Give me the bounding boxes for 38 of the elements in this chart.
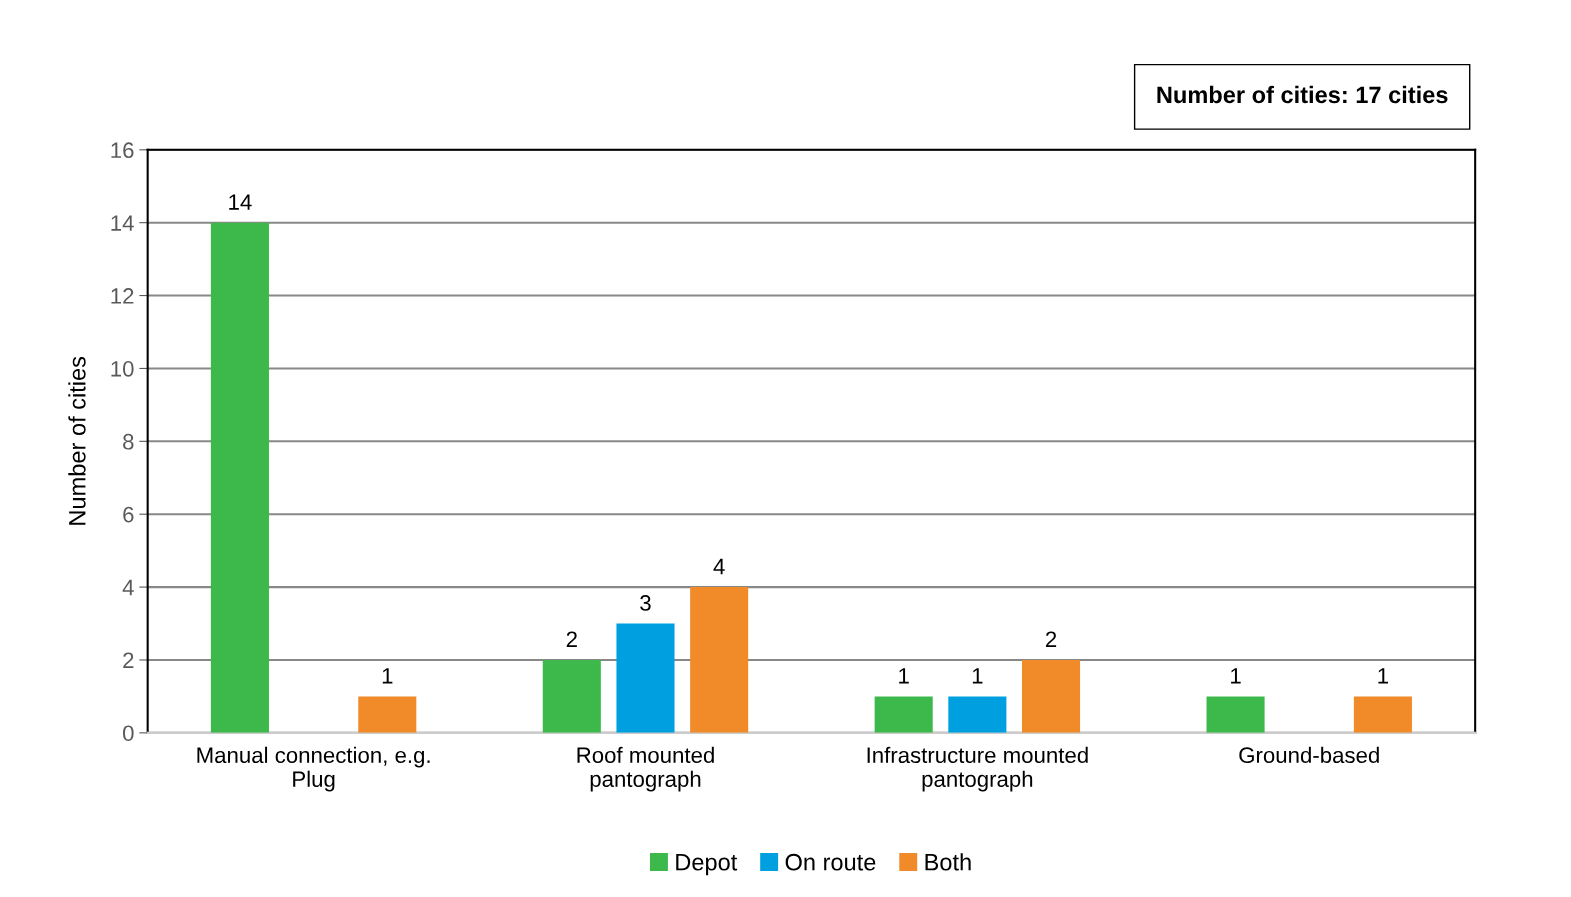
x-tick-label: Infrastructure mounted pantograph bbox=[867, 746, 1088, 792]
data-label: 1 bbox=[972, 668, 983, 684]
y-tick-label: 6 bbox=[123, 506, 134, 523]
data-label: 1 bbox=[899, 668, 909, 684]
bar bbox=[542, 659, 601, 733]
data-label: 2 bbox=[566, 631, 577, 648]
data-label: 1 bbox=[1231, 668, 1241, 684]
x-tick-label: Manual connection, e.g. Plug bbox=[197, 746, 430, 792]
bar bbox=[358, 696, 417, 733]
y-tick-label: 16 bbox=[111, 142, 134, 159]
y-tick-label: 14 bbox=[111, 215, 134, 231]
x-tick-label: Roof mounted pantograph bbox=[577, 746, 714, 792]
legend-label: Depot bbox=[676, 854, 738, 876]
bar bbox=[690, 587, 749, 733]
legend-label: Both bbox=[925, 853, 971, 871]
y-tick-label: 2 bbox=[123, 652, 134, 669]
y-tick-label: 0 bbox=[122, 725, 134, 742]
y-tick-label: 12 bbox=[111, 288, 134, 304]
bar bbox=[874, 696, 933, 733]
text: Number of cities: 17 cities bbox=[1157, 85, 1448, 104]
y-tick-label: 8 bbox=[123, 433, 134, 450]
y-axis-title: Number of cities bbox=[68, 356, 86, 525]
legend-label: On route bbox=[785, 853, 876, 871]
y-tick-label: 10 bbox=[111, 360, 134, 377]
data-label: 3 bbox=[640, 595, 651, 611]
y-tick-label: 4 bbox=[122, 579, 134, 596]
data-label: 14 bbox=[229, 194, 252, 210]
bar bbox=[948, 696, 1007, 733]
bar bbox=[210, 222, 269, 733]
bar bbox=[1206, 696, 1265, 733]
data-label: 1 bbox=[1378, 668, 1388, 684]
bar bbox=[1353, 696, 1412, 733]
bar bbox=[1022, 659, 1081, 733]
bar bbox=[616, 623, 675, 733]
data-label: 4 bbox=[713, 558, 725, 575]
data-label: 1 bbox=[382, 668, 393, 684]
data-label: 2 bbox=[1045, 631, 1057, 648]
x-tick-label: Ground-based bbox=[1239, 746, 1379, 764]
